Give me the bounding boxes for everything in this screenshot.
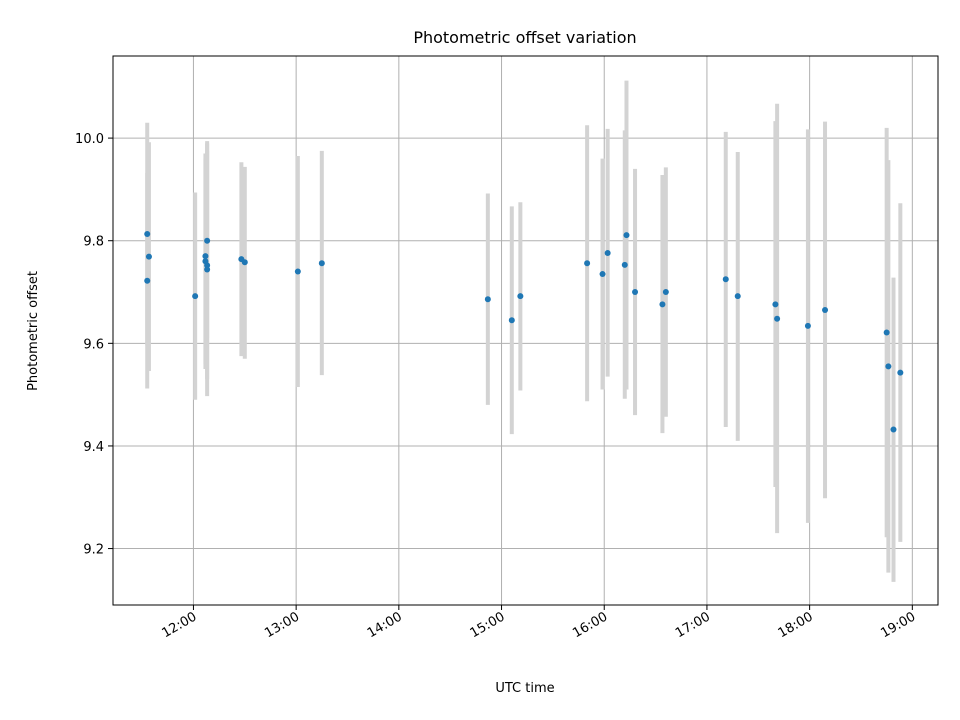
x-tick-label: 16:00 [570, 609, 610, 641]
data-point [883, 329, 890, 336]
x-tick-label: 13:00 [262, 609, 302, 641]
data-point [241, 259, 248, 266]
data-point [897, 369, 904, 376]
data-point [772, 301, 779, 308]
data-point [632, 289, 639, 296]
x-axis-label: UTC time [495, 681, 554, 696]
data-point [722, 276, 729, 283]
error-bars [145, 80, 903, 582]
y-tick-label: 9.2 [83, 543, 104, 558]
x-tick-label: 12:00 [159, 609, 199, 641]
data-point [599, 271, 606, 278]
x-tick-label: 19:00 [878, 609, 918, 641]
x-tick-label: 15:00 [468, 609, 508, 641]
data-point [204, 262, 211, 269]
data-point [294, 268, 301, 275]
data-point [145, 253, 152, 260]
data-point [822, 306, 829, 313]
y-axis-ticks: 9.2 9.4 9.6 9.8 10.0 [75, 132, 113, 558]
x-tick-label: 17:00 [673, 609, 713, 641]
data-point [604, 250, 611, 257]
y-tick-label: 9.6 [83, 337, 104, 352]
data-point [659, 301, 666, 308]
data-point [204, 266, 211, 273]
data-point [484, 296, 491, 303]
data-point [202, 253, 209, 260]
data-point [584, 260, 591, 267]
y-axis-label: Photometric offset [26, 271, 41, 391]
data-point [517, 293, 524, 300]
data-point [318, 260, 325, 267]
data-point [623, 232, 630, 239]
data-markers [144, 231, 904, 433]
data-point [204, 237, 211, 244]
data-point [144, 277, 151, 284]
grid-lines [113, 56, 938, 605]
y-tick-label: 9.4 [83, 440, 104, 455]
data-point [508, 317, 515, 324]
chart-title: Photometric offset variation [413, 28, 636, 47]
data-point [774, 315, 781, 322]
data-point [144, 231, 151, 238]
data-point [885, 363, 892, 370]
data-point [192, 293, 199, 300]
y-tick-label: 10.0 [75, 132, 104, 147]
data-point [804, 322, 811, 329]
data-point [734, 293, 741, 300]
x-tick-label: 14:00 [365, 609, 405, 641]
data-point [890, 426, 897, 433]
x-tick-label: 18:00 [776, 609, 816, 641]
data-point [621, 261, 628, 268]
y-tick-label: 9.8 [83, 235, 104, 250]
x-axis-ticks: 12:00 13:00 14:00 15:00 16:00 17:00 18:00 19:00 [159, 605, 918, 641]
data-point [662, 289, 669, 296]
plot-frame [112, 55, 939, 606]
